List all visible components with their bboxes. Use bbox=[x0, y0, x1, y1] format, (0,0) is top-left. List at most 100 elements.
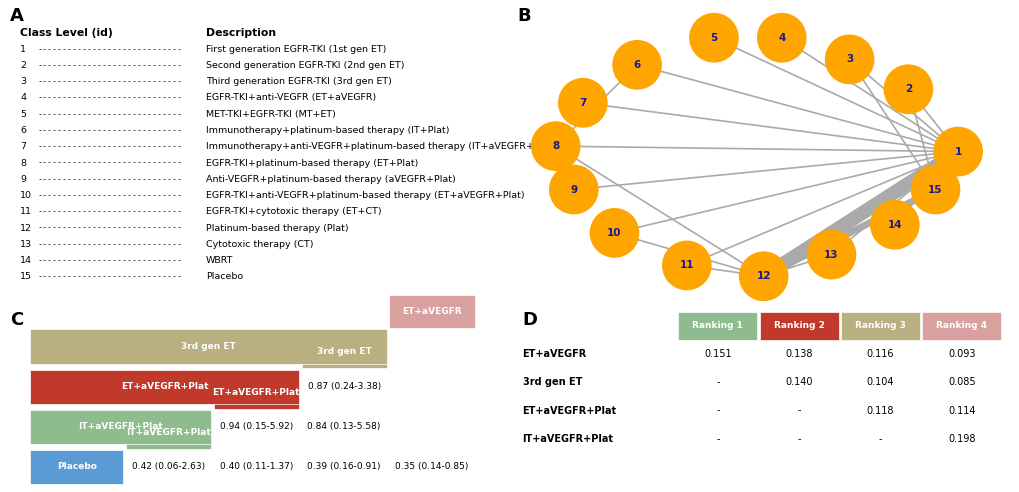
Text: 10: 10 bbox=[20, 191, 33, 200]
Text: 0.198: 0.198 bbox=[948, 434, 975, 444]
Text: ET+aVEGFR+Plat: ET+aVEGFR+Plat bbox=[120, 382, 208, 391]
Text: 5: 5 bbox=[20, 110, 26, 119]
Text: A: A bbox=[10, 7, 24, 25]
Text: IT+aVEGFR+Plat: IT+aVEGFR+Plat bbox=[522, 434, 613, 444]
Text: Second generation EGFR-TKI (2nd gen ET): Second generation EGFR-TKI (2nd gen ET) bbox=[206, 61, 405, 70]
Text: 15: 15 bbox=[20, 273, 33, 281]
Text: 0.118: 0.118 bbox=[866, 405, 894, 416]
Text: -----------------------------: ----------------------------- bbox=[38, 126, 182, 135]
Text: 4: 4 bbox=[20, 93, 26, 102]
Text: 11: 11 bbox=[20, 207, 33, 216]
Text: Immunotherapy+platinum-based therapy (IT+Plat): Immunotherapy+platinum-based therapy (IT… bbox=[206, 126, 449, 135]
Text: 0.085: 0.085 bbox=[948, 377, 975, 387]
Text: 14: 14 bbox=[887, 220, 901, 230]
Text: -----------------------------: ----------------------------- bbox=[38, 240, 182, 249]
Text: Immunotherapy+anti-VEGFR+platinum-based therapy (IT+aVEGFR+Plat): Immunotherapy+anti-VEGFR+platinum-based … bbox=[206, 142, 555, 151]
Text: WBRT: WBRT bbox=[206, 256, 233, 265]
Text: -----------------------------: ----------------------------- bbox=[38, 256, 182, 265]
Text: 0.138: 0.138 bbox=[785, 349, 812, 359]
Text: 0.39 (0.16-0.91): 0.39 (0.16-0.91) bbox=[307, 462, 380, 471]
Text: 11: 11 bbox=[679, 260, 693, 271]
Text: 3rd gen ET: 3rd gen ET bbox=[317, 347, 371, 356]
Text: 0.87 (0.24-3.38): 0.87 (0.24-3.38) bbox=[307, 382, 380, 391]
Text: 2: 2 bbox=[20, 61, 26, 70]
Text: -----------------------------: ----------------------------- bbox=[38, 223, 182, 233]
Text: ET+aVEGFR+Plat: ET+aVEGFR+Plat bbox=[522, 405, 616, 416]
Ellipse shape bbox=[824, 35, 873, 84]
Text: 3: 3 bbox=[845, 55, 853, 64]
Text: 12: 12 bbox=[756, 271, 770, 281]
Text: 13: 13 bbox=[823, 249, 838, 260]
Text: -: - bbox=[878, 434, 881, 444]
Ellipse shape bbox=[531, 122, 579, 170]
Text: -----------------------------: ----------------------------- bbox=[38, 175, 182, 184]
FancyBboxPatch shape bbox=[921, 311, 1001, 340]
Ellipse shape bbox=[933, 127, 981, 176]
Text: -----------------------------: ----------------------------- bbox=[38, 93, 182, 102]
Text: 7: 7 bbox=[20, 142, 26, 151]
Text: Ranking 1: Ranking 1 bbox=[692, 321, 743, 330]
Text: IT+aVEGFR+Plat: IT+aVEGFR+Plat bbox=[78, 422, 163, 431]
Text: 13: 13 bbox=[20, 240, 33, 249]
Text: 12: 12 bbox=[20, 223, 33, 233]
Text: -----------------------------: ----------------------------- bbox=[38, 158, 182, 167]
Text: C: C bbox=[10, 310, 23, 329]
Text: 3rd gen ET: 3rd gen ET bbox=[181, 342, 235, 351]
Text: -: - bbox=[797, 434, 800, 444]
Text: 0.40 (0.11-1.37): 0.40 (0.11-1.37) bbox=[219, 462, 292, 471]
Text: -----------------------------: ----------------------------- bbox=[38, 61, 182, 70]
Text: ET+aVEGFR: ET+aVEGFR bbox=[522, 349, 586, 359]
Text: Cytotoxic therapy (CT): Cytotoxic therapy (CT) bbox=[206, 240, 313, 249]
Text: -----------------------------: ----------------------------- bbox=[38, 142, 182, 151]
Text: 0.94 (0.15-5.92): 0.94 (0.15-5.92) bbox=[219, 422, 292, 431]
Text: -----------------------------: ----------------------------- bbox=[38, 77, 182, 86]
Text: Ranking 3: Ranking 3 bbox=[854, 321, 905, 330]
Text: Placebo: Placebo bbox=[206, 273, 243, 281]
Text: Platinum-based therapy (Plat): Platinum-based therapy (Plat) bbox=[206, 223, 348, 233]
Text: 0.093: 0.093 bbox=[948, 349, 975, 359]
Text: 1: 1 bbox=[954, 147, 961, 156]
FancyBboxPatch shape bbox=[31, 330, 386, 364]
FancyBboxPatch shape bbox=[125, 416, 211, 449]
Ellipse shape bbox=[870, 201, 918, 249]
Text: ET+aVEGFR+Plat: ET+aVEGFR+Plat bbox=[212, 388, 300, 397]
Text: 0.104: 0.104 bbox=[866, 377, 894, 387]
Text: First generation EGFR-TKI (1st gen ET): First generation EGFR-TKI (1st gen ET) bbox=[206, 45, 386, 54]
Text: Placebo: Placebo bbox=[57, 462, 97, 471]
Text: D: D bbox=[522, 310, 537, 329]
FancyBboxPatch shape bbox=[31, 369, 299, 404]
Text: -----------------------------: ----------------------------- bbox=[38, 110, 182, 119]
Text: 15: 15 bbox=[927, 184, 942, 194]
Text: 10: 10 bbox=[606, 228, 622, 238]
Text: -----------------------------: ----------------------------- bbox=[38, 45, 182, 54]
FancyBboxPatch shape bbox=[31, 450, 123, 484]
Ellipse shape bbox=[757, 14, 805, 62]
Ellipse shape bbox=[662, 241, 710, 290]
Text: ET+aVEGFR: ET+aVEGFR bbox=[401, 308, 462, 316]
FancyBboxPatch shape bbox=[841, 311, 919, 340]
Text: 3rd gen ET: 3rd gen ET bbox=[522, 377, 582, 387]
Text: 0.35 (0.14-0.85): 0.35 (0.14-0.85) bbox=[395, 462, 469, 471]
Text: 5: 5 bbox=[709, 33, 717, 43]
FancyBboxPatch shape bbox=[759, 311, 838, 340]
Text: -: - bbox=[715, 377, 718, 387]
Ellipse shape bbox=[612, 41, 660, 89]
Text: -----------------------------: ----------------------------- bbox=[38, 273, 182, 281]
Text: 9: 9 bbox=[20, 175, 26, 184]
Text: 0.151: 0.151 bbox=[703, 349, 731, 359]
Text: 0.116: 0.116 bbox=[866, 349, 894, 359]
FancyBboxPatch shape bbox=[389, 295, 474, 328]
Ellipse shape bbox=[911, 165, 959, 214]
FancyBboxPatch shape bbox=[213, 375, 299, 408]
Text: IT+aVEGFR+Plat: IT+aVEGFR+Plat bbox=[125, 428, 211, 437]
Ellipse shape bbox=[739, 252, 787, 301]
Ellipse shape bbox=[549, 165, 597, 214]
FancyBboxPatch shape bbox=[302, 336, 386, 369]
Text: EGFR-TKI+platinum-based therapy (ET+Plat): EGFR-TKI+platinum-based therapy (ET+Plat… bbox=[206, 158, 418, 167]
Ellipse shape bbox=[807, 230, 855, 279]
Text: 4: 4 bbox=[777, 33, 785, 43]
Text: Third generation EGFR-TKI (3rd gen ET): Third generation EGFR-TKI (3rd gen ET) bbox=[206, 77, 391, 86]
Text: -----------------------------: ----------------------------- bbox=[38, 207, 182, 216]
Text: 0.114: 0.114 bbox=[948, 405, 975, 416]
Text: Ranking 2: Ranking 2 bbox=[773, 321, 823, 330]
